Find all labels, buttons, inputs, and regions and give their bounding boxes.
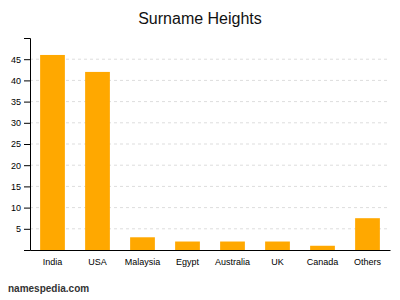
tick-label: UK [271, 257, 284, 267]
grid-line [30, 228, 390, 229]
tick: Egypt [176, 257, 200, 267]
grid-line [30, 122, 390, 123]
grid-line [30, 59, 390, 60]
tick-label: Others [354, 257, 382, 267]
tick: 40 [11, 76, 30, 86]
tick-label: 25 [11, 139, 21, 149]
grid-line [30, 80, 390, 81]
tick: UK [271, 257, 284, 267]
tick-mark [24, 80, 30, 81]
grid-line [30, 186, 390, 187]
tick: 5 [16, 224, 30, 234]
chart: 5 10 15 20 25 30 35 40 45 India USA Malaysia Egypt Au… [0, 0, 400, 300]
bar [220, 242, 245, 250]
tick-label: Australia [215, 257, 250, 267]
title: Surname Heights [138, 10, 262, 27]
tick-label: 5 [16, 224, 21, 234]
bar [40, 55, 65, 250]
tick-label: USA [88, 257, 107, 267]
tick-label: 45 [11, 55, 21, 65]
tick: USA [88, 257, 107, 267]
tick: 20 [11, 161, 30, 171]
grid-line [30, 207, 390, 208]
tick-label: 30 [11, 118, 21, 128]
tick-mark [24, 102, 30, 103]
bar [130, 237, 155, 250]
tick-label: Canada [307, 257, 339, 267]
tick: Australia [215, 257, 250, 267]
tick-label: 35 [11, 97, 21, 107]
tick-mark [24, 165, 30, 166]
grid [30, 59, 390, 229]
x-axis: India USA Malaysia Egypt Australia UK Canada Ot… [31, 251, 391, 268]
tick: Malaysia [125, 257, 161, 267]
tick: 35 [11, 97, 30, 107]
y-axis: 5 10 15 20 25 30 35 40 45 [11, 39, 31, 251]
tick-label: 40 [11, 76, 21, 86]
tick-mark [24, 59, 30, 60]
tick: 10 [11, 203, 30, 213]
bars [40, 55, 380, 250]
annotation: namespedia.com [8, 283, 89, 294]
tick-mark [24, 144, 30, 145]
tick-label: Malaysia [125, 257, 161, 267]
tick-mark [24, 229, 30, 230]
bar [175, 242, 200, 250]
axis-line [24, 39, 31, 251]
tick-label: Egypt [176, 257, 200, 267]
tick-label: 20 [11, 161, 21, 171]
tick: 30 [11, 118, 30, 128]
grid-line [30, 101, 390, 102]
tick: 45 [11, 55, 30, 65]
bar [310, 246, 335, 250]
bar [355, 218, 380, 250]
tick: 25 [11, 139, 30, 149]
bar [85, 72, 110, 250]
tick: India [43, 257, 63, 267]
tick: Canada [307, 257, 339, 267]
tick-mark [24, 208, 30, 209]
tick-label: India [43, 257, 63, 267]
bar [265, 242, 290, 250]
tick: 15 [11, 182, 30, 192]
axis-line [31, 250, 391, 251]
tick-mark [24, 123, 30, 124]
tick-label: 10 [11, 203, 21, 213]
tick-label: 15 [11, 182, 21, 192]
chart-container: 5 10 15 20 25 30 35 40 45 India USA Malaysia Egypt Au… [0, 0, 400, 300]
grid-line [30, 165, 390, 166]
tick-mark [24, 186, 30, 187]
grid-line [30, 144, 390, 145]
tick: Others [354, 257, 382, 267]
